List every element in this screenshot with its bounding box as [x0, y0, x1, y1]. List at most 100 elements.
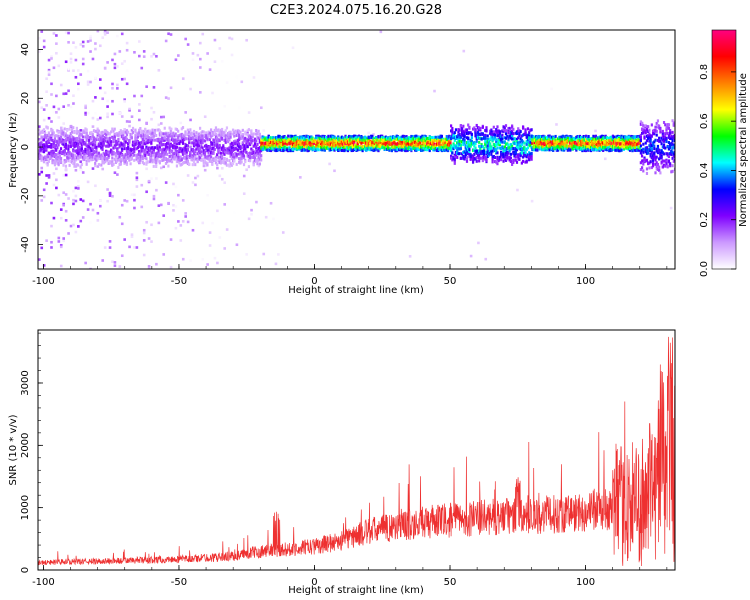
spectrogram-cell — [239, 161, 242, 165]
spectrogram-cell — [490, 135, 493, 139]
spectrogram-cell — [323, 142, 326, 146]
spectrogram-cell — [40, 135, 43, 139]
spectrogram-cell — [81, 149, 85, 153]
spectrogram-cell — [86, 143, 89, 147]
spectrogram-cell — [407, 139, 411, 143]
spectrogram-cell — [220, 127, 224, 131]
spectrogram-cell — [58, 140, 61, 144]
spectrogram-cell — [421, 148, 424, 152]
spectrogram-cell — [240, 160, 243, 164]
spectrogram-cell — [96, 165, 100, 168]
spectrogram-cell — [212, 150, 215, 154]
spectrogram-cell — [212, 151, 215, 155]
spectrogram-cell — [136, 156, 140, 160]
spectrogram-cell — [355, 145, 358, 149]
spectrogram-cell — [223, 133, 226, 137]
spectrogram-cell — [300, 146, 303, 150]
spectrogram-cell — [181, 257, 185, 261]
spectrogram-cell — [415, 146, 418, 150]
spectrogram-cell — [158, 145, 161, 149]
spectrogram-cell — [465, 149, 469, 153]
spectrogram-cell — [354, 144, 357, 148]
spectrogram-cell — [509, 156, 512, 160]
spectrogram-cell — [345, 139, 348, 143]
spectrogram-cell — [399, 143, 402, 147]
spectrogram-cell — [45, 104, 48, 107]
spectrogram-cell — [467, 123, 470, 127]
spectrogram-cell — [55, 186, 58, 190]
spectrogram-cell — [45, 239, 48, 242]
spectrogram-cell — [352, 134, 356, 138]
spectrogram-cell — [150, 141, 153, 145]
spectrogram-cell — [524, 160, 527, 164]
spectrogram-cell — [235, 147, 238, 151]
spectrogram-cell — [230, 156, 233, 160]
spectrogram-cell — [469, 254, 473, 258]
spectrogram-cell — [256, 151, 259, 155]
spectrogram-cell — [267, 141, 270, 145]
spectrogram-cell — [138, 128, 141, 132]
spectrogram-cell — [69, 160, 72, 164]
spectrogram-cell — [464, 155, 467, 159]
spectrogram-cell — [40, 141, 43, 145]
spectrogram-cell — [493, 148, 497, 152]
spectrogram-cell — [69, 52, 73, 55]
spectrogram-cell — [92, 129, 96, 133]
spectrogram-cell — [231, 159, 235, 163]
spectrogram-cell — [205, 134, 208, 138]
spectrogram-cell — [555, 147, 558, 151]
spectrogram-cell — [72, 162, 75, 166]
spectrogram-cell — [262, 138, 265, 142]
spectrogram-cell — [138, 109, 141, 112]
spectrogram-cell — [57, 134, 60, 138]
spectrogram-cell — [42, 135, 46, 139]
spectrogram-cell — [500, 150, 503, 154]
spectrogram-cell — [571, 143, 574, 147]
spectrogram-cell — [89, 39, 92, 42]
spectrogram-cell — [251, 152, 254, 156]
spectrogram-cell — [158, 159, 161, 163]
spectrogram-cell — [174, 140, 177, 144]
spectrogram-cell — [287, 134, 290, 138]
spectrogram-cell — [321, 141, 324, 145]
spectrogram-cell — [214, 132, 218, 136]
spectrogram-cell — [473, 152, 476, 156]
spectrogram-cell — [158, 131, 161, 135]
spectrogram-cell — [155, 161, 158, 165]
spectrogram-cell — [367, 136, 370, 140]
spectrogram-cell — [295, 147, 298, 151]
spectrogram-cell — [278, 145, 281, 149]
spectrogram-cell — [470, 140, 473, 144]
spectrogram-cell — [517, 141, 520, 145]
spectrogram-cell — [118, 131, 121, 135]
spectrogram-cell — [153, 155, 157, 159]
spectrogram-cell — [44, 134, 47, 138]
spectrogram-cell — [389, 147, 392, 151]
spectrogram-cell — [84, 179, 87, 183]
spectrogram-cell — [216, 153, 219, 157]
spectrogram-cell — [177, 157, 180, 161]
spectrogram-cell — [190, 153, 193, 157]
spectrogram-cell — [178, 158, 181, 162]
spectrogram-cell — [454, 145, 458, 149]
spectrogram-cell — [84, 135, 87, 139]
spectrogram-cell — [162, 214, 166, 217]
spectrogram-cell — [550, 143, 554, 147]
spectrogram-cell — [219, 161, 222, 165]
spectrogram-cell — [356, 148, 359, 152]
spectrogram-cell — [420, 145, 423, 149]
spectrogram-cell — [500, 147, 503, 151]
spectrogram-cell — [205, 143, 208, 147]
spectrogram-cell — [163, 157, 166, 161]
spectrogram-cell — [496, 146, 499, 150]
spectrogram-cell — [478, 149, 481, 153]
spectrogram-cell — [209, 128, 213, 132]
spectrogram-cell — [77, 156, 80, 160]
spectrogram-cell — [276, 142, 279, 146]
spectrogram-cell — [64, 168, 68, 172]
spectrogram-cell — [387, 140, 390, 144]
spectrogram-cell — [66, 157, 69, 161]
spectrogram-cell — [152, 147, 155, 151]
spectrogram-cell — [172, 203, 175, 207]
spectrogram-cell — [79, 152, 82, 156]
